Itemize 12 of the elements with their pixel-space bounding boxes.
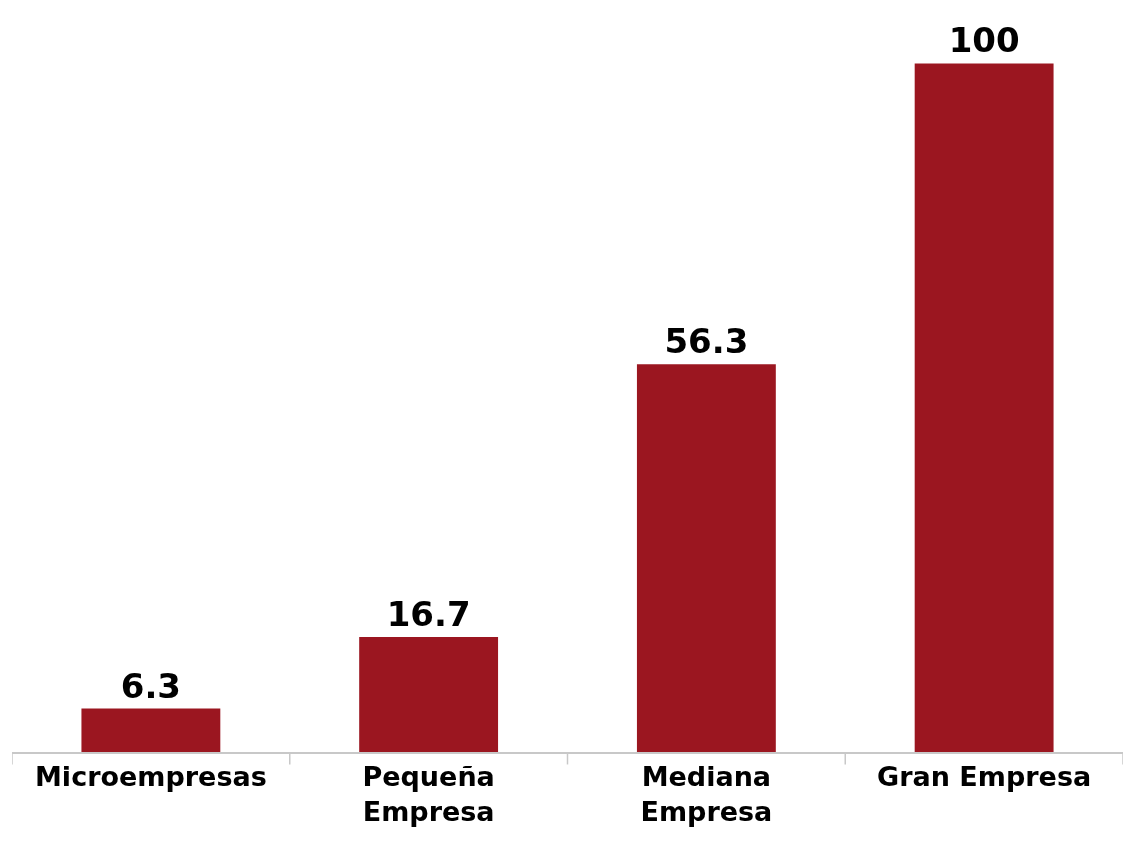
bar bbox=[636, 364, 776, 752]
data-label: 56.3 bbox=[664, 321, 749, 362]
bar bbox=[914, 63, 1054, 752]
x-tick-label: Gran Empresa bbox=[877, 761, 1092, 793]
x-tick-label: Mediana Empresa bbox=[640, 761, 773, 828]
bar bbox=[81, 708, 221, 752]
data-label: 16.7 bbox=[386, 594, 471, 635]
bar bbox=[359, 637, 499, 752]
x-tick-label: Microempresas bbox=[35, 761, 267, 793]
data-label: 6.3 bbox=[120, 665, 181, 706]
data-label: 100 bbox=[948, 20, 1020, 61]
x-tick-label: Pequeña Empresa bbox=[362, 761, 495, 828]
